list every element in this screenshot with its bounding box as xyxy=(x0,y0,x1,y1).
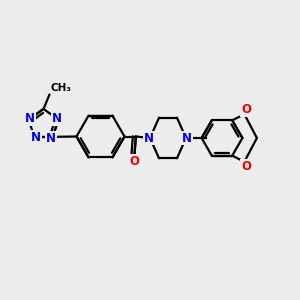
Text: N: N xyxy=(144,131,154,145)
Text: N: N xyxy=(52,112,62,125)
Text: O: O xyxy=(241,103,251,116)
Text: O: O xyxy=(241,160,251,173)
Text: CH₃: CH₃ xyxy=(51,83,72,93)
Text: N: N xyxy=(46,131,56,145)
Text: N: N xyxy=(25,112,34,125)
Text: N: N xyxy=(182,131,192,145)
Text: O: O xyxy=(130,154,140,168)
Text: N: N xyxy=(31,130,41,144)
